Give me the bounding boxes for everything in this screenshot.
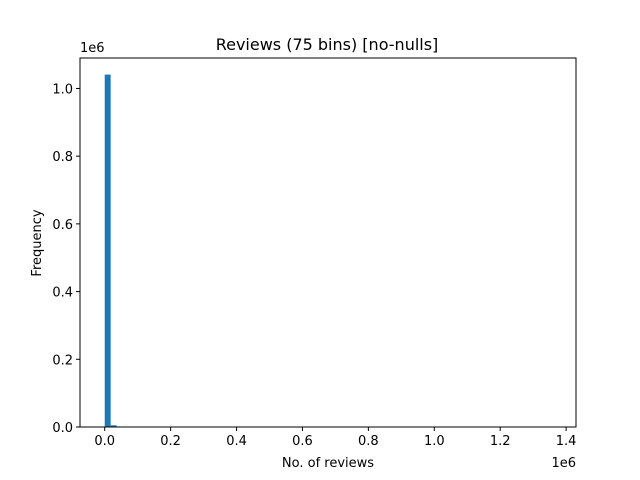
y-offset-label: 1e6: [80, 41, 105, 56]
chart-title: Reviews (75 bins) [no-nulls]: [216, 35, 439, 54]
x-tick-label: 0.2: [160, 434, 181, 449]
histogram-bar: [110, 425, 117, 427]
y-axis-ticks: 0.0 0.2 0.4 0.6 0.8 1.0: [52, 82, 80, 436]
y-tick-label: 0.0: [52, 421, 73, 436]
x-axis-ticks: 0.0 0.2 0.4 0.6 0.8 1.0 1.2 1.4: [94, 427, 576, 449]
x-offset-label: 1e6: [551, 456, 576, 471]
x-tick-label: 0.4: [226, 434, 247, 449]
y-tick-label: 1.0: [52, 82, 73, 97]
bars-group: [104, 74, 123, 427]
x-tick-label: 0.6: [292, 434, 313, 449]
x-tick-label: 1.4: [556, 434, 577, 449]
plot-area: [79, 57, 577, 428]
plot-frame: [79, 57, 577, 428]
histogram-bar: [104, 74, 111, 427]
y-axis-label: Frequency: [30, 209, 45, 276]
y-tick-label: 0.8: [52, 150, 73, 165]
y-tick-label: 0.4: [52, 286, 73, 301]
x-tick-label: 0.0: [94, 434, 115, 449]
x-axis-label: No. of reviews: [282, 456, 374, 471]
y-tick-label: 0.2: [52, 353, 73, 368]
y-tick-label: 0.6: [52, 218, 73, 233]
x-tick-label: 0.8: [358, 434, 379, 449]
x-tick-label: 1.2: [490, 434, 511, 449]
x-tick-label: 1.0: [424, 434, 445, 449]
